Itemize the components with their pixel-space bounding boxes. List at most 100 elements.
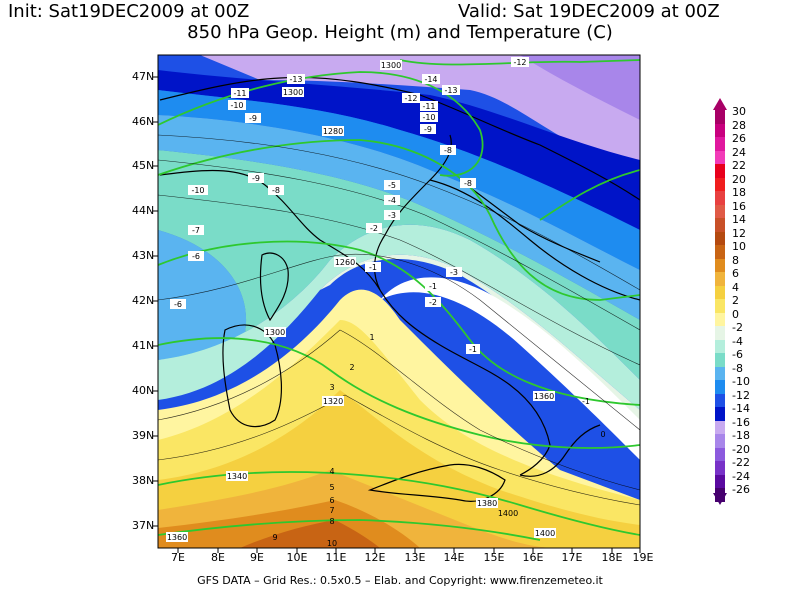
legend-label: -4 — [732, 334, 743, 348]
svg-text:-14: -14 — [424, 75, 437, 84]
temperature-label: -12 — [402, 93, 420, 103]
svg-text:-10: -10 — [191, 186, 204, 195]
latitude-label: 46N — [132, 115, 155, 128]
temperature-label: 0 — [600, 430, 605, 439]
longitude-label: 16E — [522, 551, 544, 564]
legend-swatch — [715, 366, 725, 380]
legend-label: 22 — [732, 159, 746, 172]
legend-swatch — [715, 110, 725, 124]
legend-label: 8 — [732, 253, 739, 267]
legend-top-arrow — [713, 98, 727, 110]
init-time-label: Init: Sat19DEC2009 at 00Z — [8, 1, 250, 22]
longitude-label: 8E — [211, 551, 225, 564]
longitude-label: 19E — [632, 551, 654, 564]
legend-label: 26 — [732, 132, 746, 145]
temperature-label: -14 — [422, 74, 440, 84]
temperature-label: -10 — [188, 185, 208, 195]
longitude-label: 9E — [250, 551, 264, 564]
legend-label: -8 — [732, 361, 743, 375]
legend-label: 28 — [732, 118, 746, 132]
svg-text:-5: -5 — [388, 181, 396, 190]
legend-label: 18 — [732, 186, 746, 199]
svg-text:1360: 1360 — [534, 392, 554, 401]
legend-label: -12 — [732, 388, 750, 402]
data-credit: GFS DATA – Grid Res.: 0.5x0.5 – Elab. an… — [197, 574, 603, 587]
svg-text:-9: -9 — [252, 174, 260, 183]
geopotential-label: 1280 — [322, 126, 344, 136]
legend-swatch — [715, 353, 725, 367]
svg-text:8: 8 — [329, 517, 334, 526]
temperature-label: 3 — [329, 383, 334, 392]
temperature-label: -9 — [420, 124, 436, 134]
legend-label: 24 — [732, 145, 746, 159]
temperature-isotherms — [158, 134, 640, 506]
legend-swatch — [715, 258, 725, 272]
svg-text:1340: 1340 — [227, 472, 247, 481]
svg-text:1280: 1280 — [323, 127, 343, 136]
svg-text:-9: -9 — [424, 125, 432, 134]
temperature-label: -4 — [384, 195, 400, 205]
legend-label: 16 — [732, 199, 746, 213]
legend-label: 0 — [732, 307, 739, 321]
svg-text:1400: 1400 — [498, 509, 518, 518]
svg-text:1300: 1300 — [381, 61, 401, 70]
geopotential-label: 1360 — [533, 391, 555, 401]
longitude-label: 13E — [404, 551, 426, 564]
svg-text:1300: 1300 — [283, 88, 303, 97]
latitude-label: 37N — [132, 519, 155, 532]
temperature-label: -1 — [466, 344, 480, 354]
temperature-label: -1 — [425, 281, 441, 291]
longitude-label: 17E — [561, 551, 583, 564]
latitude-label: 41N — [132, 339, 155, 352]
svg-text:1380: 1380 — [477, 499, 497, 508]
svg-text:-12: -12 — [513, 58, 526, 67]
geopotential-label: 1300 — [264, 327, 286, 337]
legend-swatch — [715, 380, 725, 394]
temperature-label: -5 — [384, 180, 400, 190]
svg-text:1400: 1400 — [535, 529, 555, 538]
svg-text:7: 7 — [329, 506, 334, 515]
legend-label: -18 — [732, 429, 750, 442]
svg-text:10: 10 — [327, 539, 337, 548]
longitude-label: 10E — [286, 551, 308, 564]
geopotential-label: 1360 — [166, 532, 188, 542]
svg-text:1320: 1320 — [323, 397, 343, 406]
temperature-label: -11 — [231, 88, 249, 98]
temperature-field — [158, 55, 640, 548]
geopotential-label: 1300 — [282, 87, 304, 97]
svg-text:-6: -6 — [174, 300, 182, 309]
legend-swatch — [715, 488, 725, 502]
legend-label: 4 — [732, 280, 739, 294]
temperature-label: -3 — [384, 210, 400, 220]
temperature-label: 9 — [272, 533, 277, 542]
svg-text:-10: -10 — [422, 113, 435, 122]
svg-text:-13: -13 — [444, 86, 457, 95]
legend-swatch — [715, 434, 725, 448]
temperature-label: -8 — [268, 185, 284, 195]
svg-text:9: 9 — [272, 533, 277, 542]
legend-swatch — [715, 474, 725, 488]
legend-swatch — [715, 164, 725, 178]
legend-label: -16 — [732, 415, 750, 429]
latitude-label: 44N — [132, 204, 155, 217]
coastlines — [159, 76, 640, 502]
svg-text:-4: -4 — [388, 196, 396, 205]
svg-text:-8: -8 — [272, 186, 280, 195]
geopotential-label: 1300 — [380, 60, 402, 70]
svg-text:-9: -9 — [249, 114, 257, 123]
svg-text:1: 1 — [369, 333, 374, 342]
legend-swatch — [715, 299, 725, 313]
svg-text:1260: 1260 — [335, 258, 355, 267]
legend-swatch — [715, 339, 725, 353]
legend-label: 14 — [732, 213, 746, 226]
temperature-label: -7 — [188, 225, 204, 235]
longitude-label: 14E — [443, 551, 465, 564]
temperature-label: -1 — [365, 262, 381, 272]
geopotential-label: 1320 — [322, 396, 344, 406]
svg-text:0: 0 — [600, 430, 605, 439]
svg-text:2: 2 — [349, 363, 354, 372]
svg-text:1300: 1300 — [265, 328, 285, 337]
temperature-label: 10 — [327, 539, 337, 548]
temperature-label: -3 — [446, 267, 462, 277]
